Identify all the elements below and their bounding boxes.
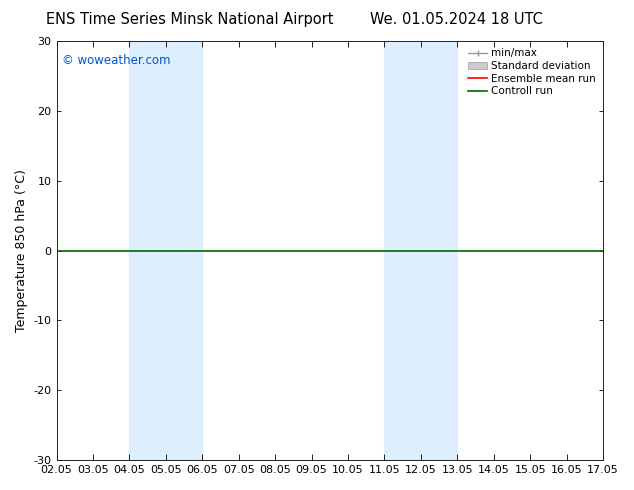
Text: We. 01.05.2024 18 UTC: We. 01.05.2024 18 UTC <box>370 12 543 27</box>
Text: © woweather.com: © woweather.com <box>62 53 171 67</box>
Bar <box>129 41 202 460</box>
Y-axis label: Temperature 850 hPa (°C): Temperature 850 hPa (°C) <box>15 169 28 332</box>
Bar <box>384 41 457 460</box>
Text: ENS Time Series Minsk National Airport: ENS Time Series Minsk National Airport <box>46 12 334 27</box>
Legend: min/max, Standard deviation, Ensemble mean run, Controll run: min/max, Standard deviation, Ensemble me… <box>466 46 598 98</box>
